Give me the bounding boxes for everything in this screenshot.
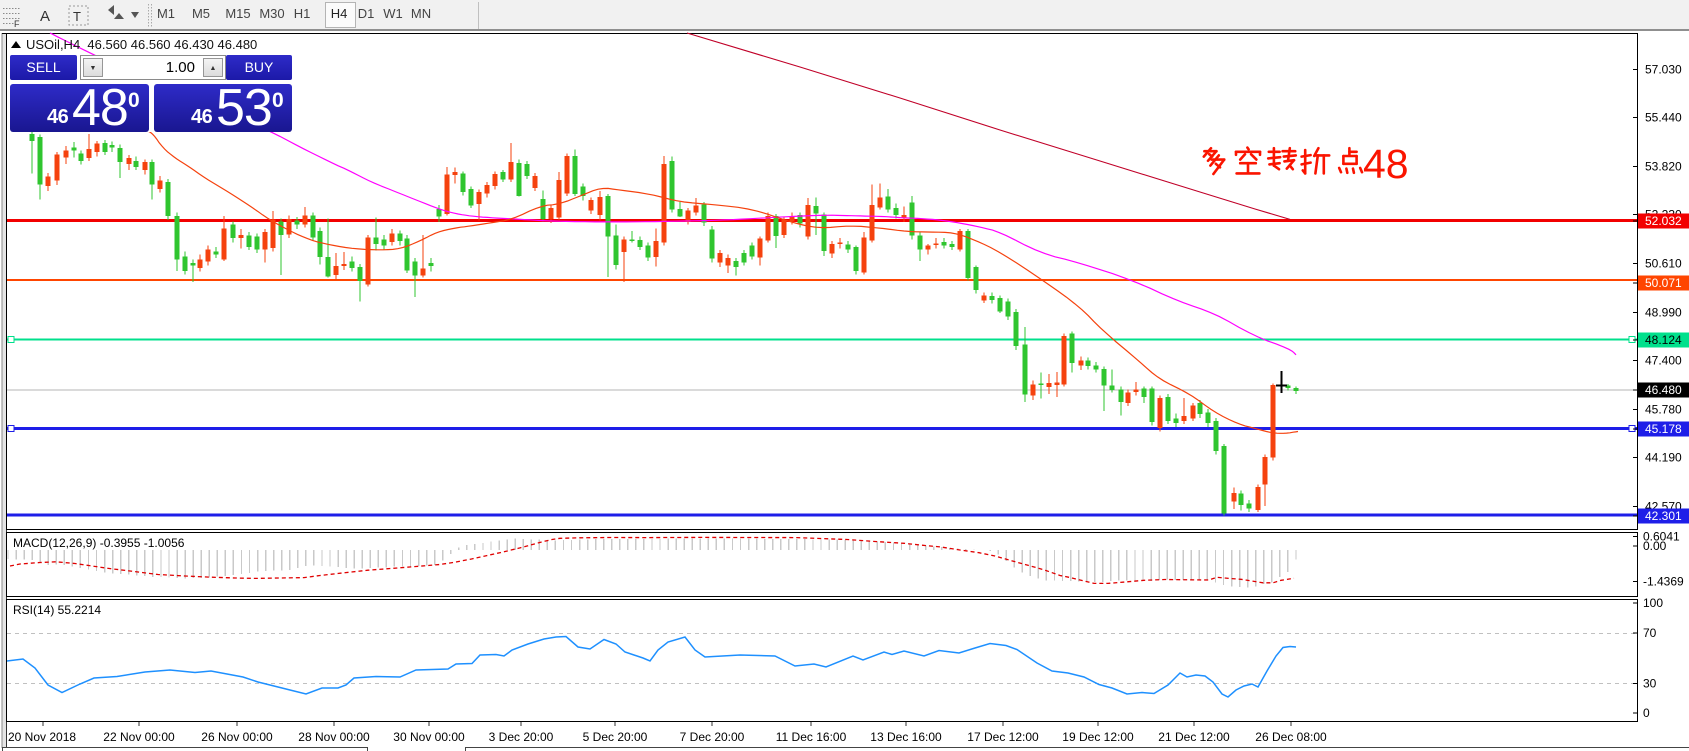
svg-text:52.032: 52.032 [1645,214,1682,228]
svg-text:0.00: 0.00 [1643,539,1667,553]
svg-text:A: A [40,8,50,25]
svg-text:48.124: 48.124 [1645,333,1682,347]
svg-text:0: 0 [1643,706,1650,720]
svg-text:21 Dec 12:00: 21 Dec 12:00 [1158,730,1230,744]
svg-text:RSI(14) 55.2214: RSI(14) 55.2214 [13,603,101,617]
svg-text:100: 100 [1643,596,1663,610]
svg-text:50.071: 50.071 [1645,276,1682,290]
svg-text:11 Dec 16:00: 11 Dec 16:00 [776,730,847,744]
svg-text:42.301: 42.301 [1645,509,1682,523]
svg-text:3 Dec 20:00: 3 Dec 20:00 [489,730,554,744]
svg-text:F: F [14,19,20,29]
svg-text:26 Nov 00:00: 26 Nov 00:00 [201,730,273,744]
svg-text:13 Dec 16:00: 13 Dec 16:00 [870,730,942,744]
svg-text:57.030: 57.030 [1645,62,1682,76]
svg-text:0.6041: 0.6041 [1643,530,1680,544]
svg-text:44.190: 44.190 [1645,451,1682,465]
svg-text:7 Dec 20:00: 7 Dec 20:00 [680,730,745,744]
svg-text:22 Nov 00:00: 22 Nov 00:00 [103,730,175,744]
svg-text:26 Dec 08:00: 26 Dec 08:00 [1255,730,1327,744]
svg-text:5 Dec 20:00: 5 Dec 20:00 [583,730,648,744]
svg-text:30: 30 [1643,677,1657,691]
svg-text:30 Nov 00:00: 30 Nov 00:00 [393,730,465,744]
svg-text:-1.4369: -1.4369 [1643,575,1684,589]
svg-text:45.780: 45.780 [1645,403,1682,417]
svg-text:48: 48 [1363,141,1409,187]
svg-text:47.400: 47.400 [1645,354,1682,368]
svg-text:28 Nov 00:00: 28 Nov 00:00 [298,730,370,744]
svg-text:MACD(12,26,9) -0.3955 -1.0056: MACD(12,26,9) -0.3955 -1.0056 [13,536,185,550]
svg-text:55.440: 55.440 [1645,110,1682,124]
svg-text:20 Nov 2018: 20 Nov 2018 [8,730,76,744]
svg-text:T: T [73,9,81,24]
svg-text:53.820: 53.820 [1645,159,1682,173]
svg-text:45.178: 45.178 [1645,422,1682,436]
svg-text:46.480: 46.480 [1645,383,1682,397]
svg-text:70: 70 [1643,626,1657,640]
svg-text:19 Dec 12:00: 19 Dec 12:00 [1062,730,1134,744]
svg-text:50.610: 50.610 [1645,257,1682,271]
svg-text:17 Dec 12:00: 17 Dec 12:00 [967,730,1039,744]
svg-text:48.990: 48.990 [1645,306,1682,320]
